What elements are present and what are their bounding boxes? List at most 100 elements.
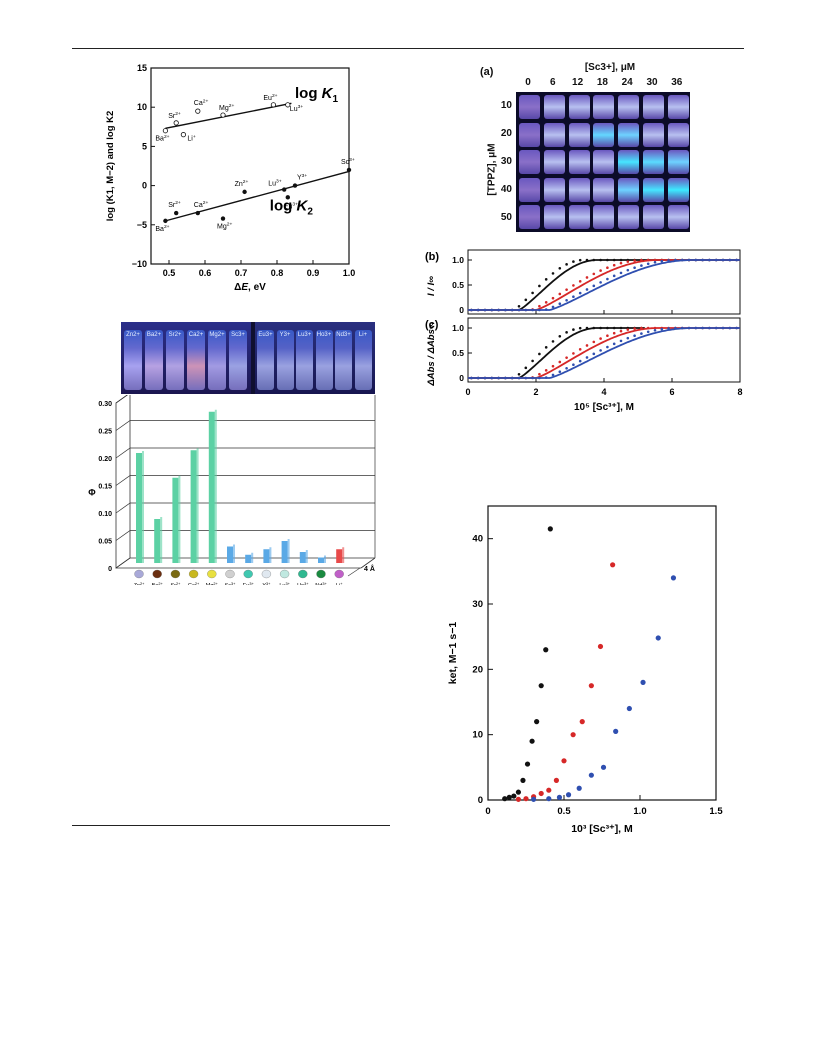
ket-data-point [561,758,567,764]
bc-data-point [551,272,555,275]
bc-data-point [640,332,643,335]
phi-bar [281,541,288,563]
bc-panel-label-b: (b) [425,251,439,263]
vial [543,95,565,119]
bc-data-point [572,363,575,367]
ket-y-tick-label: 0 [478,795,483,806]
vial [593,205,615,230]
vial [543,122,565,147]
bc-data-point [578,280,582,283]
bc-data-point [510,308,514,312]
logk-k2-point [195,210,200,216]
phi-depth-label: 4 Å [364,564,375,573]
figure-a: (a) [Sc3+], μM 0 6 12 18 24 30 36 10 20 30 40 50 [… [480,62,700,236]
bc-data-point [476,376,480,380]
logk-k2-point [220,216,226,221]
phi-bar-side [342,547,345,563]
bc-data-point [633,266,636,270]
bc-data-point [572,295,575,299]
vial-ion-label: Ho3+ [316,332,332,338]
phi-side-wall [115,392,131,569]
ket-data-point [523,796,529,802]
bc-data-point [606,266,609,270]
ket-data-point [520,777,526,783]
phi-bar-side [251,552,254,563]
bc-data-point [524,366,528,370]
phi-grid-diag [115,392,131,404]
logk-y-tick-label: −5 [137,220,147,230]
bc-data-point [619,326,623,330]
footnote-rule [72,825,390,826]
figure-a-row-axis-label: [TPPZ], μM [486,143,498,196]
ket-data-point [600,764,607,770]
ion-sphere [188,569,199,579]
ket-data-point [534,719,540,725]
logk-x-tick-label: 0.9 [307,268,320,278]
vial [643,150,664,175]
bc-data-point [619,329,623,333]
vials-photo-right: Eu3+ Y3+ Lu3+ Ho3+ Nd3+ Li+ [255,322,375,394]
phi-grid-diag [115,557,131,569]
vial [568,205,590,230]
phi-grid-diag [115,447,131,459]
figure-a-column-value: 6 [550,77,556,88]
logk-x-tick-label: 0.6 [199,268,212,278]
bc-data-point [592,272,596,276]
vial [667,150,689,175]
logk-k1-point-label: Ca2+ [194,98,209,107]
vial-ion-label: Sc3+ [231,332,245,338]
vial [124,330,142,390]
ion-sphere [134,569,144,579]
ket-data-point [524,761,531,767]
logk-k2-point-label: Ca2+ [194,200,209,209]
bc-x-tick-label: 6 [669,387,674,397]
phi-floor-side [360,557,376,569]
bc-data-point [619,261,623,265]
logk-k2-point-label: Lu3+ [268,179,282,188]
vial [593,177,615,202]
logk-y-tick-label: 10 [137,102,147,112]
figure-a-column-value: 30 [646,77,658,88]
logk-chart: 0.5 0.6 0.7 0.8 0.9 1.0 15 10 5 0 −5 −10 ΔE, eV log (… [105,63,355,293]
bc-x-tick-label: 2 [533,387,538,397]
bc-data-point [504,376,507,380]
vial [618,122,640,147]
phi-bar-ion-label: Ca2+ [188,582,200,585]
bc-data-point [578,291,582,295]
logk-x-tick-label: 0.5 [163,268,176,278]
logk-y-tick-label: 0 [142,181,147,191]
ion-sphere [298,569,308,579]
phi-bar-ion-label: Y3+ [262,582,271,585]
bc-data-point [653,261,657,264]
vial [208,330,226,390]
vial [145,330,163,390]
vial [543,150,565,175]
bc-data-point [544,308,548,311]
bc-data-point [721,258,725,262]
logk-k2-point [174,210,179,216]
bc-data-point [572,284,575,287]
ion-sphere [207,569,217,579]
ket-data-point [546,787,552,793]
figure-a-row-value: 10 [500,100,512,111]
bc-data-point [585,344,589,347]
bc-data-point [687,258,691,262]
ket-data-point [613,728,619,734]
vials-photo-ions: Zn2+ Ba2+ Sr2+ Ca2+ Mg2+ Sc3+ Eu3+ Y3+ Lu3+ Ho3+… [121,322,375,394]
bc-data-point [578,359,582,363]
vials-photo-left: Zn2+ Ba2+ Sr2+ Ca2+ Mg2+ Sc3+ [121,322,251,394]
logk-k1-point [195,108,201,114]
bc-y-tick-label: 1.0 [452,255,464,265]
bc-data-point [592,352,596,356]
vial [229,330,247,390]
bc-data-point [497,376,500,380]
bc-data-point [735,258,738,262]
phi-bar-side [214,409,217,563]
bc-data-point [551,296,555,300]
bc-data-point [708,326,711,330]
logk-k2-point-label: Mg2+ [217,222,232,231]
vial-ion-label: Li+ [358,332,368,338]
phi-bar [299,552,306,563]
vial [166,330,184,390]
vial-ion-label: Ba2+ [146,332,162,338]
